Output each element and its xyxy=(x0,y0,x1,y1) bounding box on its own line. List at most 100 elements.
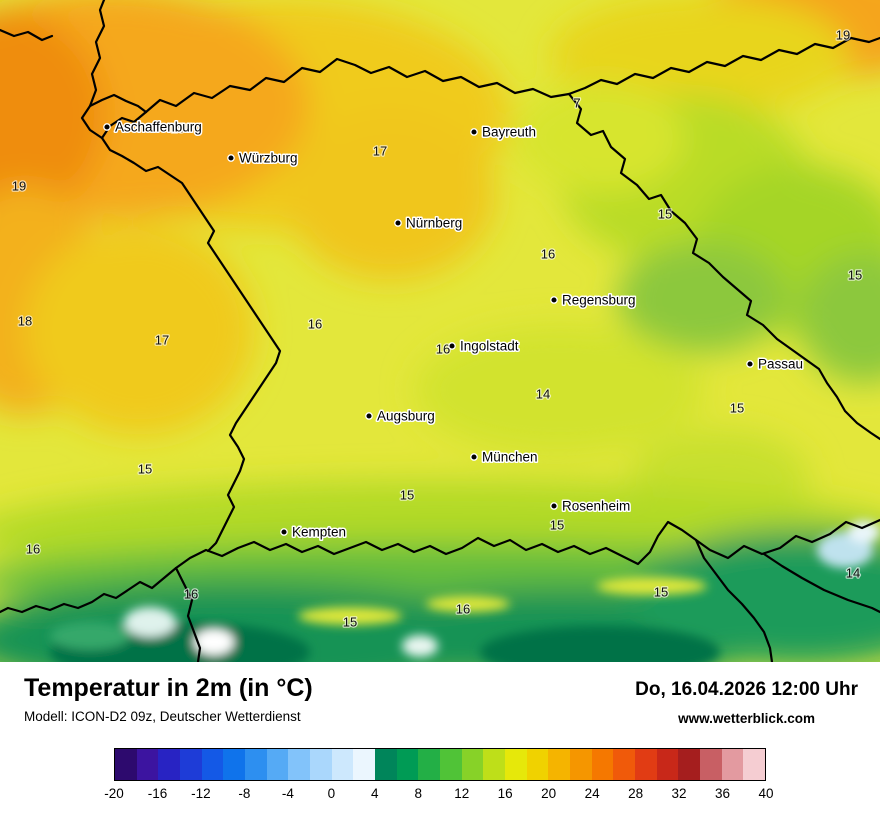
city-dot-icon xyxy=(470,453,478,461)
colorbar-segment xyxy=(743,749,766,780)
date-label: Do, 16.04.2026 12:00 Uhr xyxy=(635,679,858,700)
city-dot-icon xyxy=(746,360,754,368)
colorbar-tick: 0 xyxy=(327,786,336,801)
colorbar-tick: -4 xyxy=(281,786,294,801)
colorbar-tick: 24 xyxy=(584,786,600,801)
border-north xyxy=(144,57,571,114)
temp-label: 15 xyxy=(138,462,152,477)
city-dot-icon xyxy=(470,128,478,136)
city-label: Augsburg xyxy=(377,409,435,424)
colorbar-tick: 32 xyxy=(671,786,687,801)
colorbar-segment xyxy=(721,749,744,780)
colorbar-tick: 40 xyxy=(758,786,774,801)
colorbar-segment xyxy=(461,749,484,780)
website-label: www.wetterblick.com xyxy=(678,711,815,726)
colorbar-segment xyxy=(136,749,159,780)
temp-label: 19 xyxy=(12,179,26,194)
city-markers-layer: Aschaffenburg Würzburg Bayreuth Nürnberg Reg… xyxy=(103,118,805,541)
city-label: Regensburg xyxy=(562,293,636,308)
colorbar-gradient xyxy=(114,748,766,781)
colorbar-tick: -16 xyxy=(147,786,168,801)
temp-label: 14 xyxy=(536,387,550,402)
border-alps-south xyxy=(0,518,880,614)
temp-label: 16 xyxy=(184,587,198,602)
temp-label: 18 xyxy=(18,314,32,329)
temperature-field-blobs xyxy=(0,0,880,662)
colorbar-segment xyxy=(570,749,592,780)
colorbar-segment xyxy=(613,749,636,780)
temp-label: 15 xyxy=(658,207,672,222)
colorbar-tick: 20 xyxy=(541,786,557,801)
model-label: Modell: ICON-D2 09z, Deutscher Wetterdie… xyxy=(24,708,301,724)
border-topleft-stub xyxy=(0,28,54,42)
temp-label: 16 xyxy=(26,542,40,557)
city-marker: Würzburg xyxy=(227,149,299,167)
city-marker: Kempten xyxy=(280,523,348,541)
city-marker: Regensburg xyxy=(550,291,637,309)
temp-label: 15 xyxy=(654,585,668,600)
colorbar-segment xyxy=(266,749,289,780)
colorbar-segment xyxy=(115,749,137,780)
border-aschaffenburg-pocket xyxy=(80,93,148,140)
colorbar-segment xyxy=(548,749,571,780)
colorbar-tick: -20 xyxy=(104,786,124,801)
temp-label: 15 xyxy=(400,488,414,503)
temp-label: 17 xyxy=(373,144,387,159)
city-marker: Passau xyxy=(746,355,805,373)
colorbar-segment xyxy=(375,749,397,780)
city-dot-icon xyxy=(394,219,402,227)
page-title: Temperatur in 2m (in °C) xyxy=(24,674,313,702)
city-label: München xyxy=(482,450,538,465)
temp-label: 15 xyxy=(730,401,744,416)
temp-label: 16 xyxy=(456,602,470,617)
city-marker: Rosenheim xyxy=(550,497,632,515)
border-hesse-north xyxy=(88,0,106,108)
city-dot-icon xyxy=(550,296,558,304)
datetime-block: Do, 16.04.2026 12:00 Uhr www.wetterblick… xyxy=(635,674,858,726)
colorbar-segment xyxy=(483,749,506,780)
temp-label: 17 xyxy=(155,333,169,348)
city-dot-icon xyxy=(365,412,373,420)
temperature-map: 19 7 19 17 19 15 16 15 18 16 17 16 14 15 15 15 15 16 14 15 1… xyxy=(0,0,880,662)
city-label: Kempten xyxy=(292,525,346,540)
city-marker: Ingolstadt xyxy=(448,337,520,355)
city-dot-icon xyxy=(103,123,111,131)
city-label: Würzburg xyxy=(239,151,298,166)
city-marker: Aschaffenburg xyxy=(103,118,203,136)
border-czech-northeast xyxy=(567,36,880,96)
colorbar-tick-labels: -20 -16 -12 -8 -4 0 4 8 12 16 20 24 28 32 36 40 xyxy=(104,786,773,804)
colorbar-segment xyxy=(353,749,376,780)
colorbar-segment xyxy=(180,749,202,780)
map-svg: 19 7 19 17 19 15 16 15 18 16 17 16 14 15 15 15 15 16 14 15 1… xyxy=(0,0,880,662)
temp-label: 19 xyxy=(836,28,850,43)
city-dot-icon xyxy=(448,342,456,350)
colorbar-segment xyxy=(331,749,354,780)
city-label: Rosenheim xyxy=(562,499,630,514)
city-marker: München xyxy=(470,448,539,466)
temp-label: 16 xyxy=(436,342,450,357)
colorbar-tick: 28 xyxy=(628,786,644,801)
border-austria-east xyxy=(762,552,880,614)
temperature-colorbar: -20 -16 -12 -8 -4 0 4 8 12 16 20 24 28 32 36 40 xyxy=(104,748,774,804)
colorbar-segment xyxy=(223,749,246,780)
city-marker: Bayreuth xyxy=(470,123,538,141)
colorbar-segment xyxy=(245,749,267,780)
colorbar-segment xyxy=(310,749,332,780)
colorbar-segment xyxy=(591,749,614,780)
border-southwest-exit xyxy=(174,566,202,662)
colorbar-segment xyxy=(288,749,311,780)
colorbar-tick: -8 xyxy=(238,786,251,801)
colorbar-segment xyxy=(440,749,462,780)
colorbar-tick: -12 xyxy=(191,786,211,801)
city-label: Ingolstadt xyxy=(460,339,519,354)
temp-label: 15 xyxy=(343,615,357,630)
colorbar-segment xyxy=(678,749,701,780)
city-dot-icon xyxy=(550,502,558,510)
city-label: Passau xyxy=(758,357,803,372)
title-block: Temperatur in 2m (in °C) Modell: ICON-D2… xyxy=(24,674,313,724)
temp-label: 16 xyxy=(541,247,555,262)
temp-label: 15 xyxy=(550,518,564,533)
border-west xyxy=(100,110,282,553)
colorbar-segment xyxy=(158,749,181,780)
colorbar-tick: 8 xyxy=(414,786,423,801)
